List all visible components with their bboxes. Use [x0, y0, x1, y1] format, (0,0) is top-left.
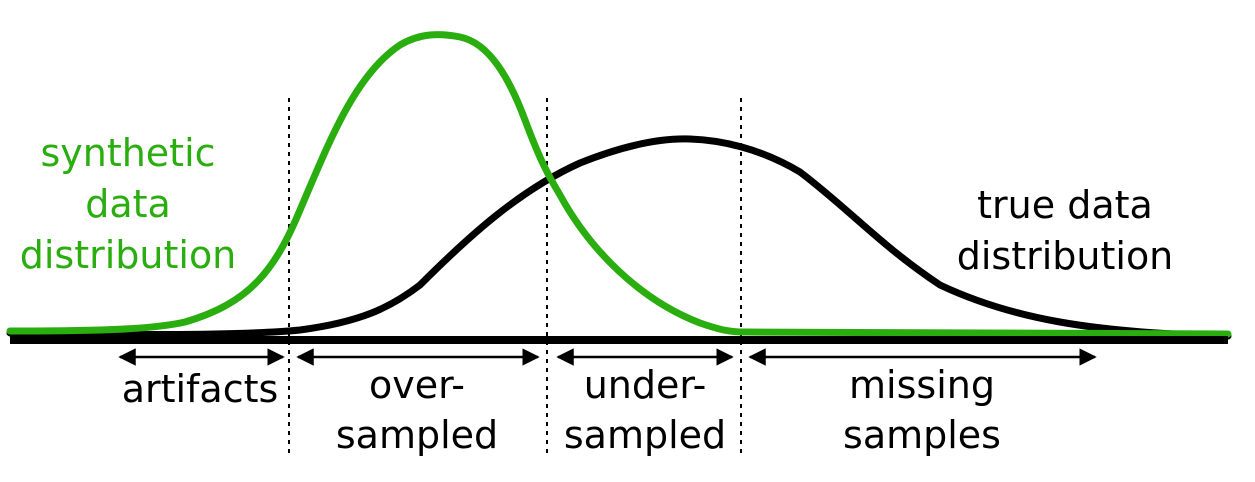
undersampled-label-line-1: under-: [584, 363, 707, 407]
synthetic-label-line-3: distribution: [20, 233, 237, 277]
synthetic-label-line-1: synthetic: [40, 131, 215, 175]
oversampled-label-line-1: over-: [369, 363, 465, 407]
missing-label-line-2: samples: [843, 413, 1001, 457]
region-separators: [288, 98, 742, 455]
true-distribution-curve: [6, 135, 1232, 340]
synthetic-distribution-curve: [6, 31, 1232, 338]
oversampled-label-line-2: sampled: [336, 413, 498, 457]
artifacts-label: artifacts: [122, 367, 279, 411]
missing-label-line-1: missing: [849, 363, 995, 407]
true-label-line-1: true data: [977, 183, 1153, 227]
undersampled-label-line-2: sampled: [564, 413, 726, 457]
synthetic-label-line-2: data: [85, 182, 171, 226]
true-label-line-2: distribution: [957, 234, 1174, 278]
synthetic-label: synthetic data distribution: [20, 131, 237, 277]
true-label: true data distribution: [957, 183, 1174, 278]
